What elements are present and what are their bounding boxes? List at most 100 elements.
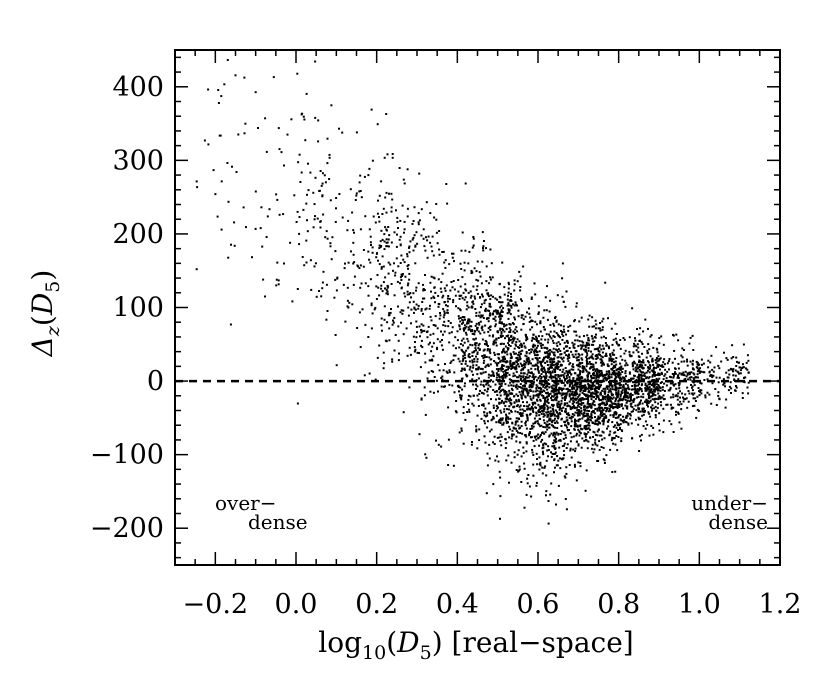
data-point	[390, 192, 393, 195]
data-point	[500, 311, 503, 313]
data-point	[656, 360, 659, 363]
data-point	[468, 360, 471, 363]
data-point	[588, 314, 591, 317]
data-point	[438, 230, 441, 232]
data-point	[658, 385, 661, 388]
data-point	[429, 333, 432, 336]
data-point	[508, 304, 511, 307]
data-point	[611, 471, 614, 473]
data-point	[535, 435, 538, 438]
data-point	[579, 362, 582, 365]
data-point	[598, 448, 601, 451]
data-point	[518, 344, 521, 347]
data-point	[693, 378, 696, 381]
data-point	[378, 194, 381, 197]
data-point	[509, 397, 512, 400]
data-point	[457, 386, 460, 388]
data-point	[603, 416, 606, 419]
data-point	[573, 384, 576, 386]
data-point	[552, 351, 555, 354]
data-point	[472, 364, 475, 367]
data-point	[499, 328, 502, 331]
data-point	[440, 376, 443, 379]
data-point	[735, 385, 737, 387]
data-point	[540, 360, 543, 363]
data-point	[475, 364, 478, 367]
data-point	[587, 422, 590, 425]
data-point	[499, 313, 501, 316]
data-point	[682, 349, 685, 351]
data-point	[686, 406, 689, 409]
data-point	[475, 428, 478, 431]
data-point	[713, 366, 716, 369]
data-point	[583, 393, 586, 396]
data-point	[568, 395, 571, 398]
data-point	[464, 327, 467, 330]
data-point	[648, 400, 651, 403]
data-point	[254, 190, 257, 193]
data-point	[586, 376, 589, 379]
data-point	[638, 340, 641, 342]
data-point	[498, 470, 501, 473]
data-point	[623, 419, 626, 421]
data-point	[731, 344, 734, 347]
data-point	[459, 285, 462, 288]
data-point	[422, 324, 425, 327]
data-point	[561, 445, 564, 448]
data-point	[567, 422, 570, 425]
data-point	[417, 307, 420, 310]
data-point	[404, 275, 407, 278]
data-point	[430, 245, 433, 248]
data-point	[557, 375, 560, 378]
data-point	[586, 427, 589, 430]
data-point	[508, 338, 510, 341]
data-point	[560, 329, 562, 332]
data-point	[533, 445, 536, 448]
data-point	[596, 423, 599, 426]
data-point	[680, 354, 683, 357]
data-point	[554, 451, 557, 454]
data-point	[610, 401, 613, 404]
data-point	[614, 431, 617, 434]
data-point	[640, 439, 642, 442]
data-point	[542, 395, 545, 397]
data-point	[526, 417, 529, 420]
data-point	[507, 398, 510, 401]
data-point	[666, 403, 669, 406]
data-point	[420, 309, 423, 312]
data-point	[512, 330, 515, 333]
scatter-points	[195, 59, 750, 525]
data-point	[728, 373, 731, 376]
data-point	[504, 404, 507, 407]
data-point	[512, 372, 515, 375]
data-point	[742, 343, 745, 346]
data-point	[591, 381, 594, 384]
data-point	[481, 338, 484, 341]
data-point	[513, 451, 516, 454]
data-point	[458, 317, 460, 320]
data-point	[497, 397, 500, 400]
data-point	[429, 390, 432, 393]
data-point	[610, 367, 613, 370]
data-point	[647, 393, 650, 396]
data-point	[512, 433, 515, 436]
data-point	[515, 341, 518, 343]
data-point	[626, 384, 629, 387]
data-point	[371, 312, 374, 315]
data-point	[356, 327, 359, 329]
data-point	[368, 372, 371, 375]
data-point	[437, 278, 440, 281]
data-point	[325, 283, 328, 286]
data-point	[597, 420, 600, 423]
data-point	[684, 370, 687, 373]
data-point	[579, 365, 582, 368]
data-point	[608, 357, 611, 360]
data-point	[556, 350, 559, 353]
data-point	[568, 369, 571, 372]
data-point	[196, 186, 199, 189]
data-point	[531, 409, 534, 412]
data-point	[195, 268, 198, 271]
data-point	[741, 367, 743, 370]
data-point	[565, 388, 568, 391]
data-point	[625, 391, 628, 394]
